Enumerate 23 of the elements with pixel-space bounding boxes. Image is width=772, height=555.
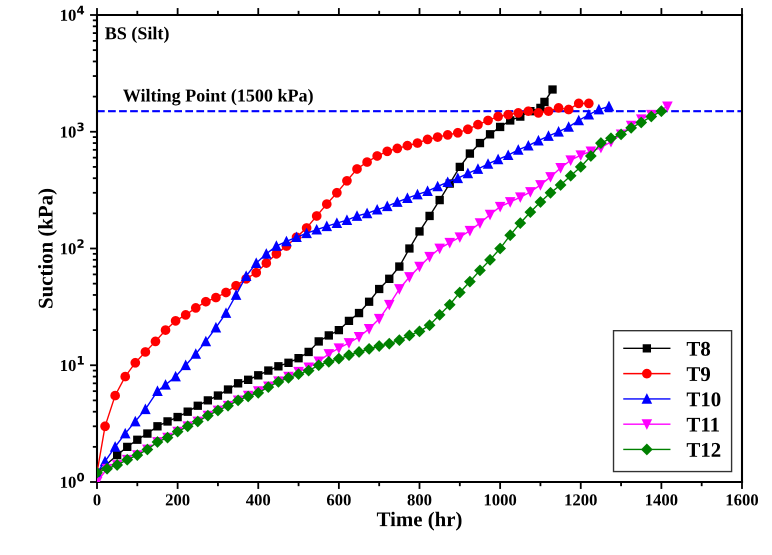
y-tick-label: 10$^{3}$ [61,122,84,138]
y-tick-label: 10$^{1}$ [61,356,84,372]
x-tick-label: 800 [408,494,432,506]
x-axis-title: Time (hr) [376,512,462,531]
y-tick-label: 10$^{0}$ [61,472,84,488]
x-tick-label: 600 [326,494,351,506]
x-tick-label: 1400 [646,494,678,506]
x-tick-label: 1200 [565,494,597,506]
y-tick-label: 10$^{4}$ [61,6,84,21]
legend-label: T10 [686,392,720,406]
legend-label: T12 [686,442,720,457]
y-tick-label: 10$^{2}$ [61,239,84,254]
legend-label: T9 [686,367,710,382]
ref-line-label: Wilting Point (1500 kPa) [123,88,313,106]
x-tick-label: 1000 [484,494,516,506]
annotation: BS (Silt) [105,26,169,44]
x-tick-label: 1600 [726,494,758,506]
legend-label: T8 [686,342,710,356]
y-axis-title: Suction (kPa) [38,188,57,308]
x-tick-label: 0 [93,494,101,506]
legend-label: T11 [686,418,719,432]
x-tick-label: 200 [166,494,190,506]
x-tick-label: 400 [246,494,270,506]
